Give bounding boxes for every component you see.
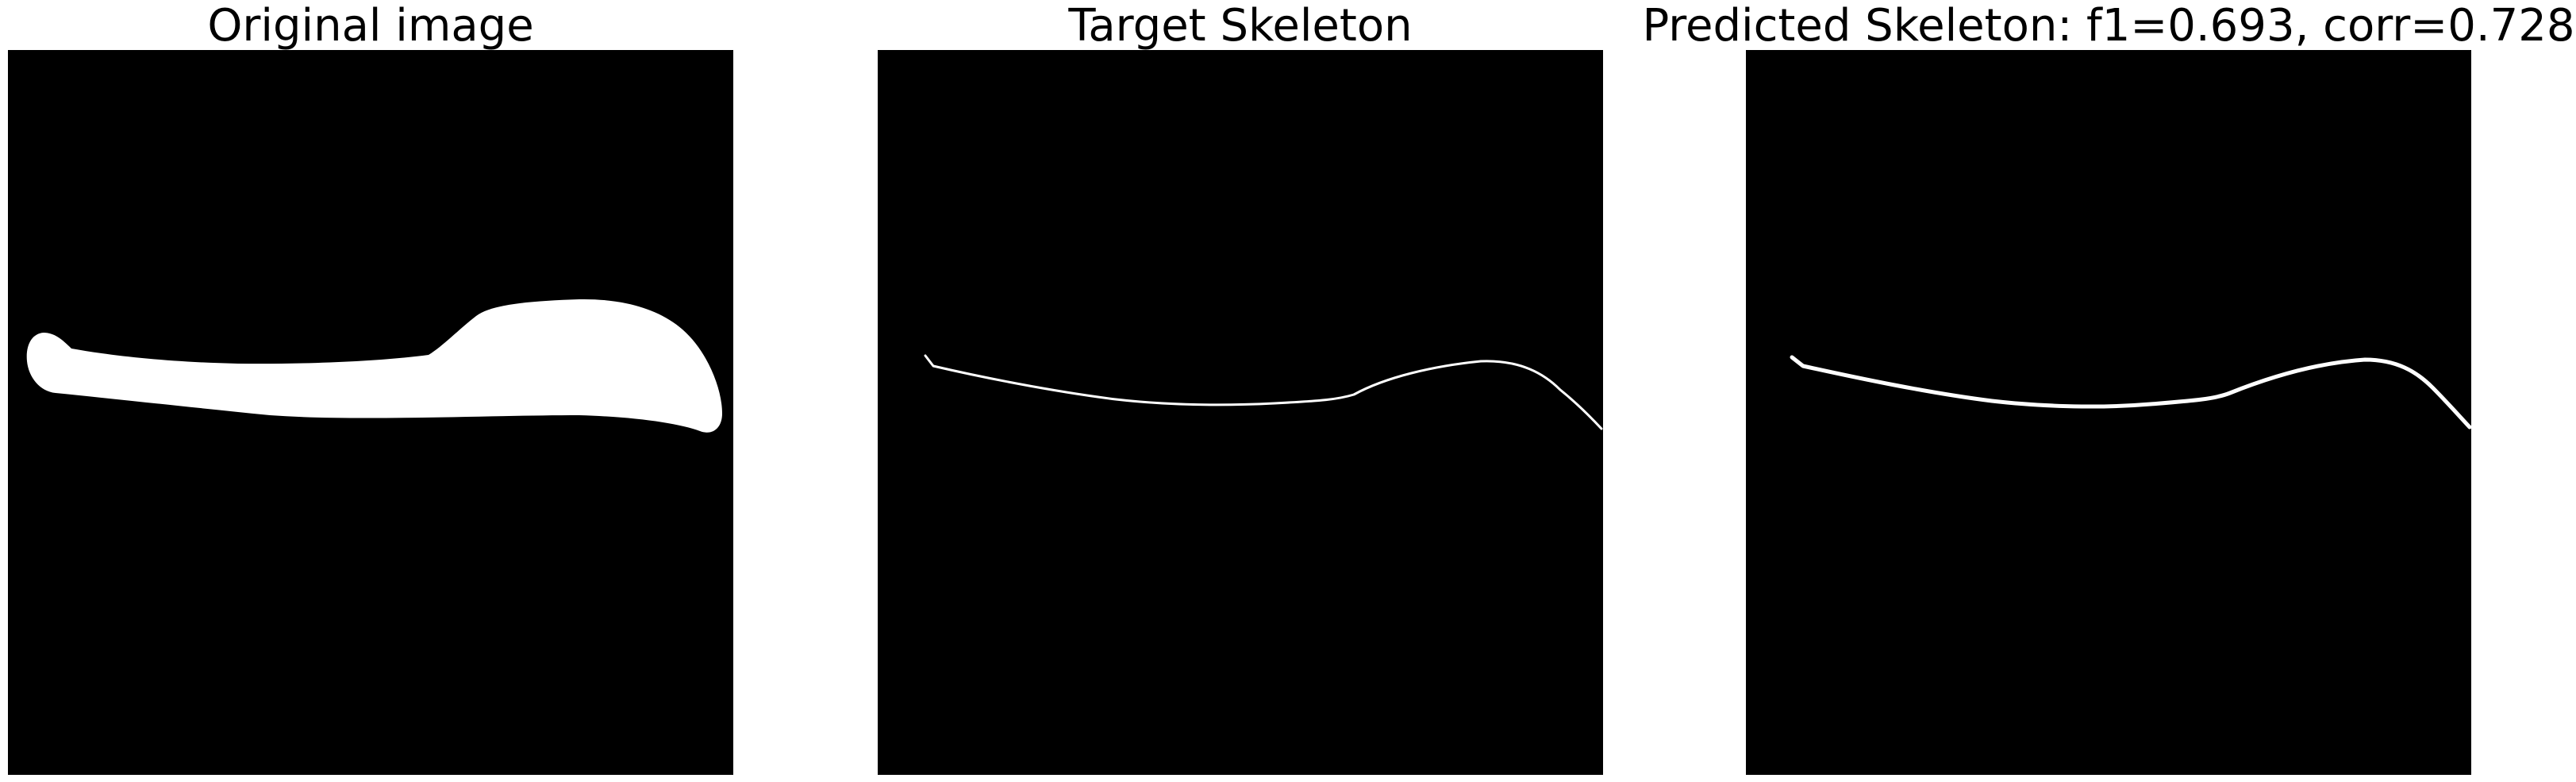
predicted-skeleton-image	[1746, 50, 2471, 775]
target-skeleton-image	[878, 50, 1603, 775]
panel-title: Target Skeleton	[1068, 0, 1413, 52]
panel-title: Predicted Skeleton: f1=0.693, corr=0.728	[1642, 0, 2575, 52]
panel-title: Original image	[207, 0, 534, 52]
panel-original-image: Original image	[8, 0, 733, 782]
mask-blob	[26, 299, 723, 433]
original-mask-image	[8, 50, 733, 775]
panel-target-skeleton: Target Skeleton	[878, 0, 1603, 782]
predicted-skeleton-line	[1790, 355, 2471, 430]
panel-predicted-skeleton: Predicted Skeleton: f1=0.693, corr=0.728	[1642, 0, 2575, 782]
target-skeleton-line	[924, 354, 1603, 430]
